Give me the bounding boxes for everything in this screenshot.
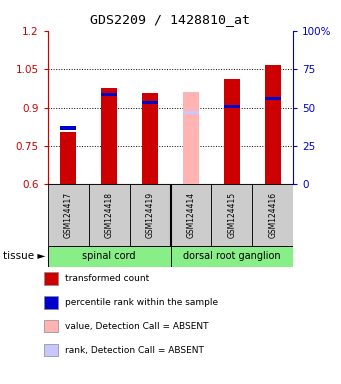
Text: value, Detection Call = ABSENT: value, Detection Call = ABSENT [65, 322, 208, 331]
Text: GSM124414: GSM124414 [187, 192, 195, 238]
Text: rank, Detection Call = ABSENT: rank, Detection Call = ABSENT [65, 346, 204, 354]
Text: GSM124419: GSM124419 [146, 192, 154, 238]
Bar [170, 184, 211, 246]
Bar [211, 184, 252, 246]
Bar [101, 93, 117, 96]
Text: GDS2209 / 1428810_at: GDS2209 / 1428810_at [90, 13, 251, 26]
Bar [48, 246, 170, 267]
Text: transformed count: transformed count [65, 274, 149, 283]
Bar [89, 184, 130, 246]
Bar [60, 126, 76, 130]
Bar [183, 92, 199, 184]
Bar [142, 101, 158, 104]
Text: GSM124418: GSM124418 [105, 192, 114, 238]
Text: GSM124417: GSM124417 [64, 192, 73, 238]
Text: spinal cord: spinal cord [83, 251, 136, 262]
Text: GSM124415: GSM124415 [227, 192, 236, 238]
Bar [224, 104, 240, 108]
Bar [170, 246, 293, 267]
Bar [224, 79, 240, 184]
Text: GSM124416: GSM124416 [268, 192, 277, 238]
Bar [252, 184, 293, 246]
Text: tissue ►: tissue ► [3, 251, 46, 262]
Bar [265, 97, 281, 100]
Bar [265, 65, 281, 184]
Bar [101, 88, 117, 184]
Bar [183, 111, 199, 114]
Text: percentile rank within the sample: percentile rank within the sample [65, 298, 218, 307]
Text: dorsal root ganglion: dorsal root ganglion [183, 251, 281, 262]
Bar [60, 132, 76, 184]
Bar [48, 184, 89, 246]
Bar [142, 93, 158, 184]
Bar [130, 184, 170, 246]
